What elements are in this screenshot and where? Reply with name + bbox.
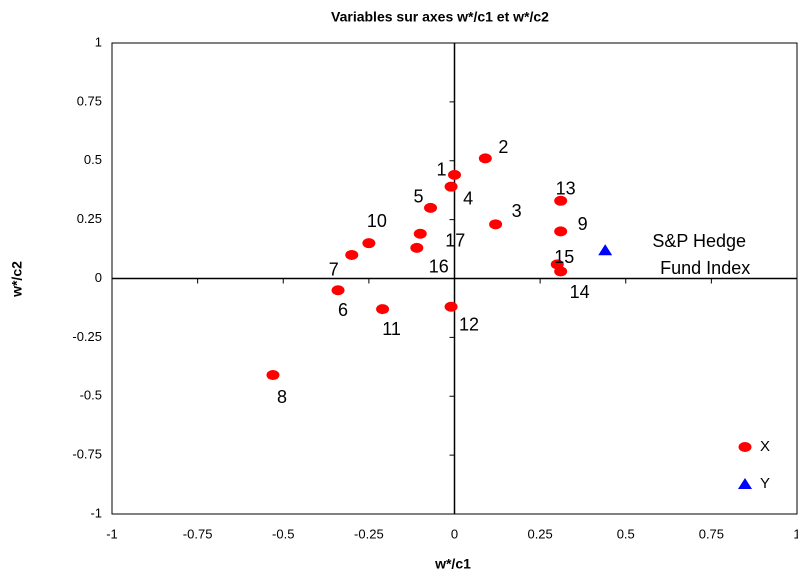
legend-label: Y: [760, 475, 770, 492]
x-tick-label: -0.5: [272, 526, 294, 541]
y-tick-label: -1: [90, 505, 102, 520]
y-tick-label: 0.5: [84, 152, 102, 167]
x-tick-label: -0.25: [354, 526, 384, 541]
point-label: 17: [445, 231, 465, 251]
y-tick-label: 0.25: [77, 211, 102, 226]
x-tick-label: 0.75: [699, 526, 724, 541]
y-tick-label: 0: [95, 270, 102, 285]
x-tick-label: 0: [451, 526, 458, 541]
circle-marker: [448, 169, 461, 180]
circle-marker: [266, 370, 280, 381]
point-label: 16: [429, 257, 449, 277]
x-tick-label: -1: [106, 526, 118, 541]
legend-marker: [738, 442, 752, 452]
circle-marker: [410, 242, 424, 253]
y-axis-title: w*/c2: [9, 261, 25, 298]
circle-marker: [444, 301, 458, 312]
point-label: 3: [512, 201, 522, 221]
circle-marker: [550, 259, 564, 270]
x-tick-label: 0.25: [527, 526, 552, 541]
circle-marker: [376, 304, 390, 315]
circle-marker: [345, 249, 359, 260]
point-label: 10: [367, 211, 387, 231]
circle-marker: [331, 285, 345, 296]
circle-marker: [424, 202, 438, 213]
legend-label: X: [760, 438, 770, 455]
circle-marker: [444, 181, 458, 192]
point-label: 2: [498, 137, 508, 157]
point-label: 5: [414, 187, 424, 207]
y-tick-label: 0.75: [77, 93, 102, 108]
point-label: 15: [554, 247, 574, 267]
point-label: 8: [277, 387, 287, 407]
y-tick-label: -0.75: [72, 447, 102, 462]
point-label: 11: [382, 319, 401, 339]
point-label: 14: [570, 282, 590, 302]
circle-marker: [362, 238, 376, 249]
circle-marker: [489, 219, 503, 230]
circle-marker: [554, 226, 568, 237]
point-label: 9: [578, 214, 588, 234]
circle-marker: [478, 153, 492, 164]
x-axis-title: w*/c1: [434, 556, 471, 572]
circle-marker: [554, 195, 568, 206]
y-tick-label: 1: [95, 34, 102, 49]
y-tick-label: -0.25: [72, 329, 102, 344]
x-tick-label: 1: [793, 526, 798, 541]
point-label: 13: [556, 179, 576, 199]
point-label: 6: [338, 300, 348, 320]
point-label: 4: [463, 188, 473, 208]
point-label: Fund Index: [660, 258, 750, 278]
x-tick-label: 0.5: [617, 526, 635, 541]
triangle-marker: [598, 244, 613, 256]
chart-title: Variables sur axes w*/c1 et w*/c2: [331, 9, 549, 25]
x-tick-label: -0.75: [183, 526, 213, 541]
point-label: 1: [436, 160, 446, 180]
point-label: 12: [459, 315, 479, 335]
point-label: 7: [329, 260, 339, 280]
y-tick-label: -0.5: [80, 388, 102, 403]
legend-marker: [738, 478, 752, 489]
point-label: S&P Hedge: [652, 231, 746, 251]
circle-marker: [413, 228, 427, 239]
